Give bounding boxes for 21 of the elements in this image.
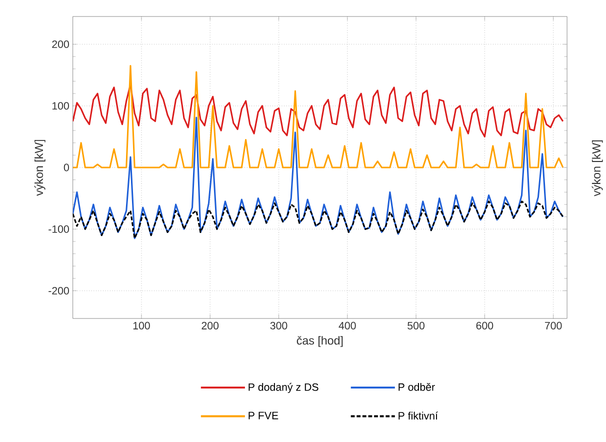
x-axis-title: čas [hod] [296,336,343,348]
legend-label: P FVE [248,412,278,420]
x-tick-label: 400 [338,322,356,330]
y-axis-title: výkon [kW] [34,140,46,196]
x-tick-label: 600 [476,322,494,330]
y-tick-label: 0 [64,164,69,172]
x-tick-label: 200 [202,322,219,330]
x-tick-label: 700 [544,322,562,330]
x-tick-label: 300 [270,322,288,330]
y-tick-label: -200 [48,287,69,295]
y-tick-label: 100 [52,102,69,110]
y-tick-label: -100 [48,225,69,233]
line-series [72,84,564,138]
legend-label: P fiktivní [398,412,438,420]
y-tick-label: 200 [52,40,69,48]
x-tick-label: 500 [408,322,424,330]
y2-axis-title: výkon [kW] [592,140,603,196]
legend-label: P odběr [398,383,435,391]
line-series [72,200,564,240]
legend-label: P dodaný z DS [248,383,318,394]
x-tick-label: 100 [133,322,150,330]
